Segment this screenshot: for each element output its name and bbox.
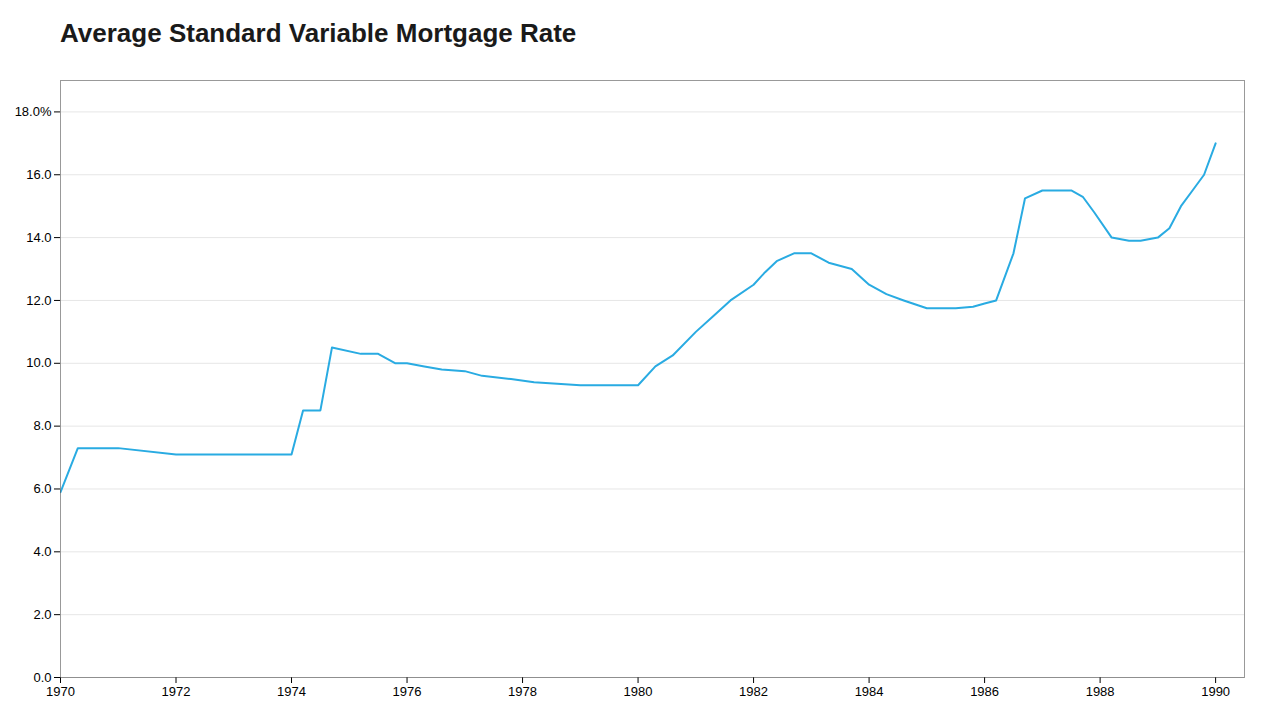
svg-text:1976: 1976 (393, 684, 422, 699)
svg-text:10.0: 10.0 (26, 355, 51, 370)
svg-text:1980: 1980 (624, 684, 653, 699)
svg-text:16.0: 16.0 (26, 167, 51, 182)
svg-text:1972: 1972 (162, 684, 191, 699)
svg-text:14.0: 14.0 (26, 230, 51, 245)
svg-text:1986: 1986 (970, 684, 999, 699)
svg-text:1978: 1978 (508, 684, 537, 699)
svg-text:8.0: 8.0 (33, 418, 51, 433)
svg-text:1988: 1988 (1086, 684, 1115, 699)
svg-text:1984: 1984 (855, 684, 884, 699)
svg-text:0.0: 0.0 (33, 670, 51, 685)
html-text:Average Standard Variable Mort: Average Standard Variable Mortgage Rate (60, 18, 577, 48)
svg-text:2.0: 2.0 (33, 607, 51, 622)
svg-text:4.0: 4.0 (33, 544, 51, 559)
svg-text:1982: 1982 (739, 684, 768, 699)
svg-text:18.0%: 18.0% (15, 104, 52, 119)
svg-text:6.0: 6.0 (33, 481, 51, 496)
svg-text:1990: 1990 (1201, 684, 1230, 699)
svg-text:1974: 1974 (277, 684, 306, 699)
svg-text:1970: 1970 (46, 684, 75, 699)
svg-text:12.0: 12.0 (26, 293, 51, 308)
